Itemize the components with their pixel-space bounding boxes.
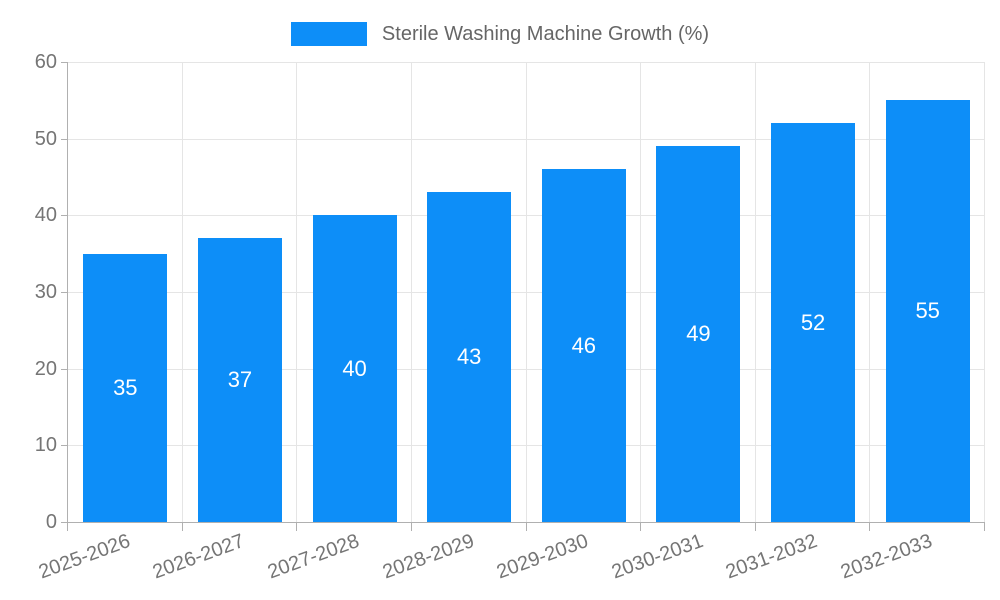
bar-value-label: 46 [571,332,597,358]
bar-value-label: 55 [915,298,940,324]
x-tick-label: 2028-2029 [379,530,477,584]
x-axis-tick-mark [181,523,183,531]
y-tick-label: 20 [34,357,57,380]
x-tick-label: 2031-2032 [723,530,821,584]
v-gridline [869,62,871,522]
bar: 55 [885,100,970,522]
x-tick-label: 2026-2027 [150,530,248,584]
v-gridline [984,62,985,522]
bar: 40 [312,215,397,522]
x-tick-label: 2029-2030 [493,530,592,584]
v-gridline [410,62,412,522]
y-axis-line [67,62,68,522]
x-axis-tick-mark [754,523,756,531]
legend-label: Sterile Washing Machine Growth (%) [381,22,710,45]
bar: 43 [427,192,512,522]
y-tick-label: 30 [34,281,57,303]
v-gridline [296,62,298,522]
x-axis-tick-mark [869,523,871,531]
h-gridline [68,62,985,63]
bar: 49 [656,146,741,522]
bar-value-label: 49 [686,321,711,347]
x-axis-tick-mark [296,523,298,531]
bar: 52 [771,123,856,522]
v-gridline [181,62,183,522]
y-axis-tick-mark [61,138,67,140]
x-tick-label: 2030-2031 [608,530,706,584]
h-gridline [68,445,985,447]
legend[interactable]: Sterile Washing Machine Growth (%) [0,14,1000,54]
y-axis-tick-mark [61,62,67,63]
h-gridline [68,215,985,217]
x-tick-label: 2032-2033 [837,530,936,584]
legend-swatch-icon [290,22,367,46]
x-tick-label: 2025-2026 [35,530,133,584]
bar-value-label: 43 [456,344,482,370]
h-gridline [68,292,985,293]
y-axis-tick-mark [61,445,67,447]
v-gridline [754,62,756,522]
v-gridline [525,62,527,522]
y-axis-tick-mark [61,522,67,523]
y-axis-tick-mark [61,368,67,370]
x-tick-label: 2027-2028 [264,530,363,584]
x-axis-tick-mark [410,523,412,531]
bar-value-label: 40 [342,355,367,381]
x-axis-tick-mark [640,523,642,531]
h-gridline [68,138,985,140]
y-axis-tick-mark [61,292,67,293]
x-axis-tick-mark [67,523,68,531]
y-tick-label: 60 [34,51,57,73]
bar-value-label: 52 [800,309,826,335]
y-tick-label: 40 [34,204,57,227]
h-gridline [68,368,985,370]
bar: 35 [83,253,168,522]
bar: 37 [197,238,282,522]
y-tick-label: 10 [34,434,57,457]
y-axis-tick-mark [61,215,67,217]
x-axis-tick-mark [984,523,985,531]
x-axis-tick-mark [525,523,527,531]
x-axis-line [67,522,985,523]
bar-value-label: 35 [113,374,138,400]
plot-area: 35 37 40 43 46 49 52 55 [61,62,985,531]
bar: 46 [541,169,626,522]
v-gridline [640,62,642,522]
y-tick-label: 50 [34,127,57,150]
bar-value-label: 37 [227,367,253,393]
y-tick-label: 0 [45,511,57,533]
